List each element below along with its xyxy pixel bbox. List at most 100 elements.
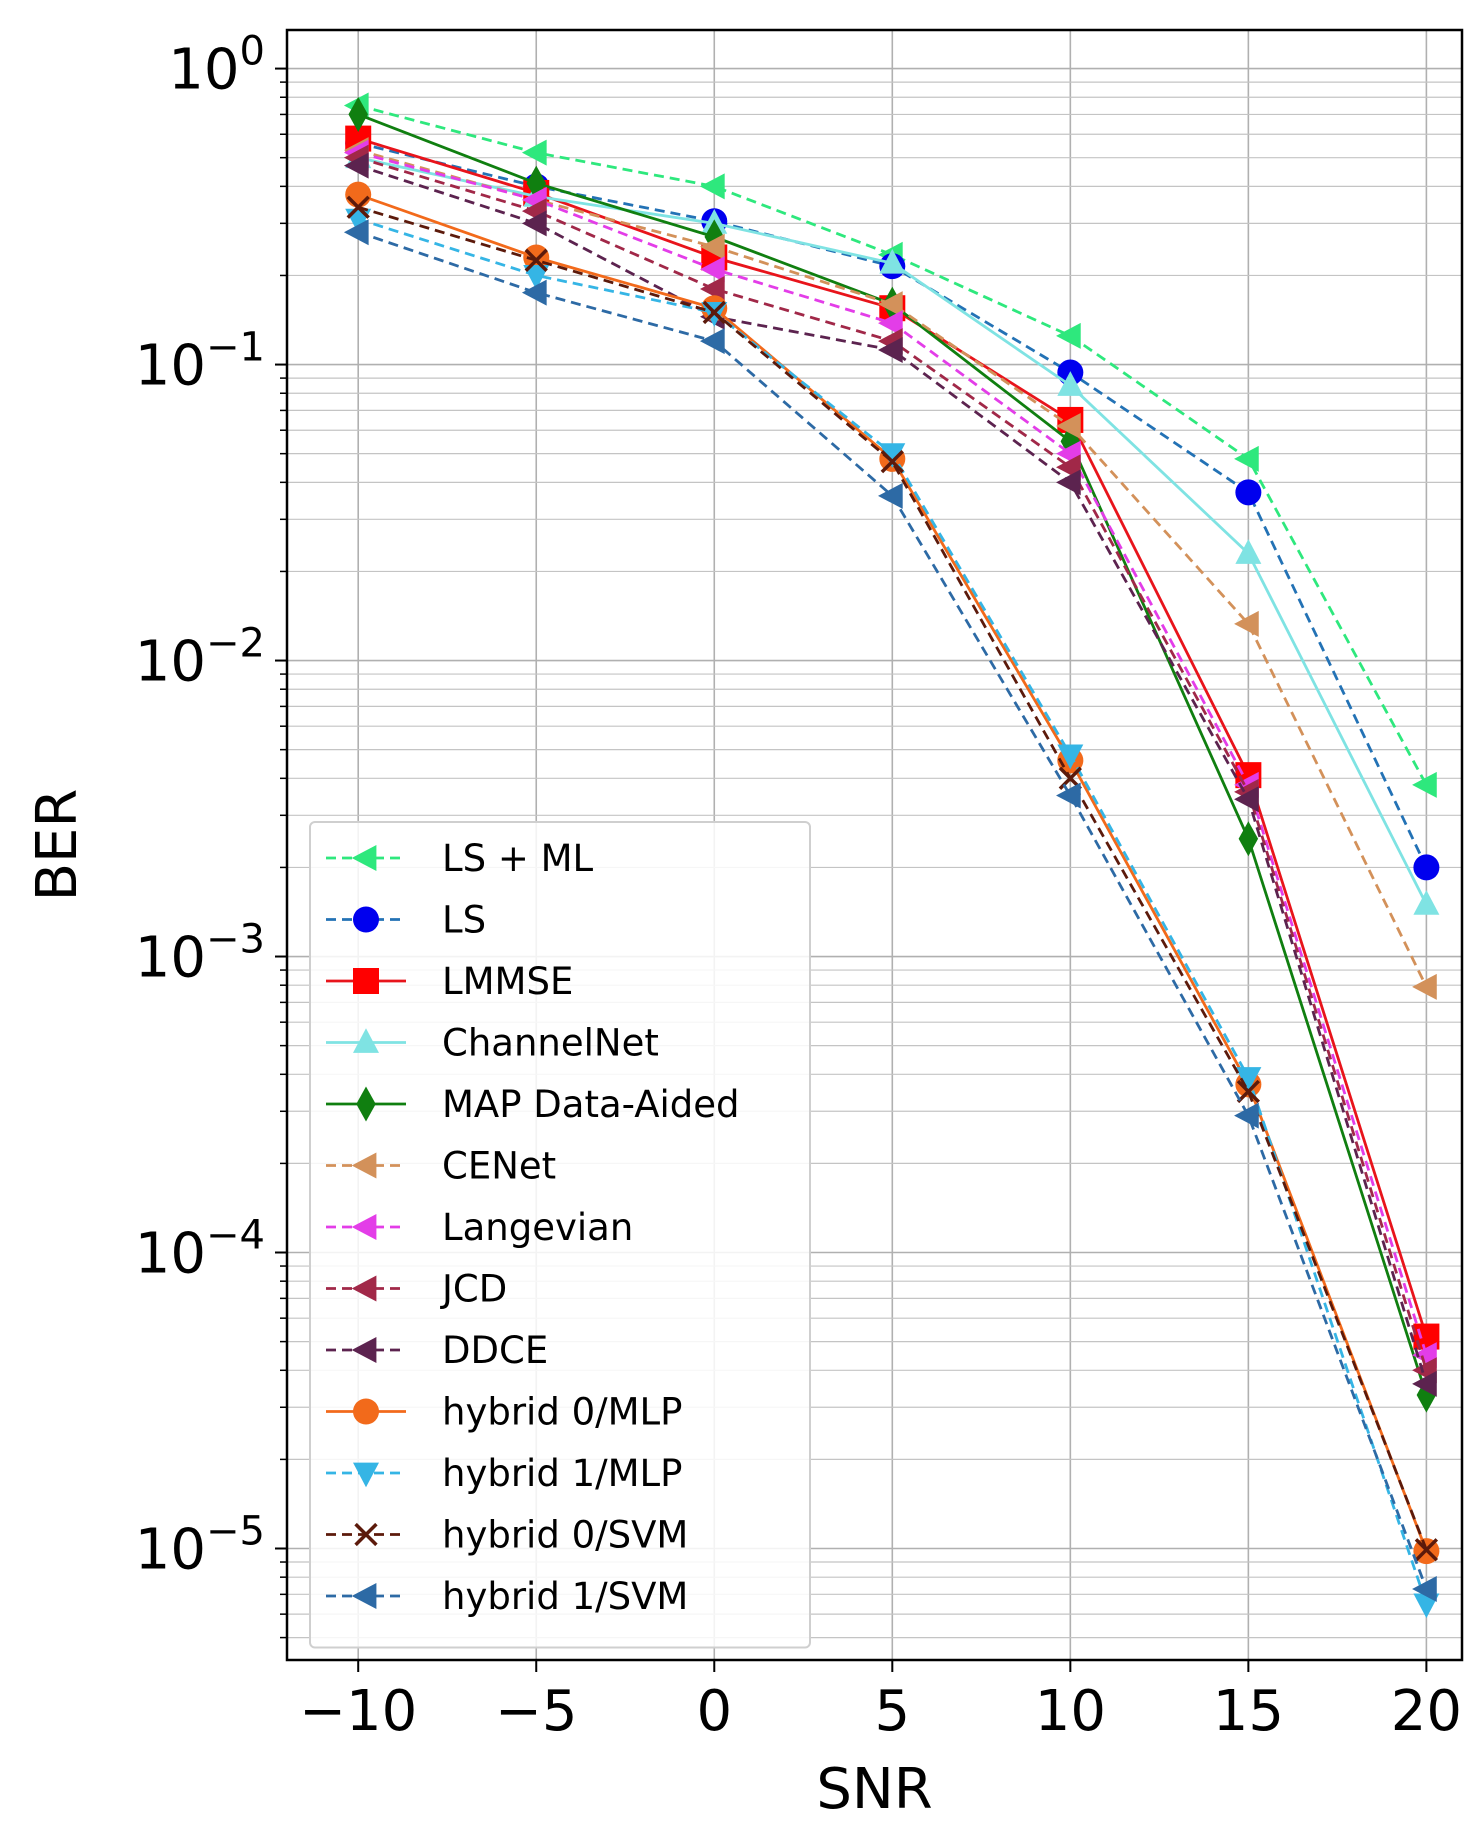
y-tick-base: 10 <box>168 38 239 103</box>
x-tick-label: −10 <box>299 1679 417 1744</box>
legend-item: DDCE <box>326 1329 548 1372</box>
series-ddce <box>343 152 1437 1397</box>
data-point <box>1234 1102 1259 1129</box>
legend-item: hybrid 0/MLP <box>326 1391 682 1434</box>
legend: LS + ML LS LMMSE ChannelNet MAP Data-Aided CE… <box>309 821 811 1649</box>
legend-marker <box>353 1462 379 1488</box>
x-tick-label: 15 <box>1213 1679 1284 1744</box>
data-point <box>1235 479 1262 506</box>
data-point <box>699 276 725 303</box>
legend-item: CENet <box>326 1145 556 1188</box>
legend-item: hybrid 1/SVM <box>326 1575 688 1618</box>
data-point <box>348 96 368 132</box>
data-point <box>1414 1538 1439 1562</box>
y-tick-exponent: −5 <box>206 1508 265 1554</box>
legend-label: JCD <box>440 1268 507 1311</box>
data-point <box>878 336 903 363</box>
y-tick-label: 10−4 <box>135 1213 265 1287</box>
data-point <box>1413 854 1440 881</box>
data-point <box>699 233 725 260</box>
legend-label: ChannelNet <box>442 1022 659 1065</box>
data-point <box>879 248 906 274</box>
data-point <box>523 265 550 290</box>
legend-marker <box>351 1152 377 1179</box>
legend-item: LS + ML <box>326 837 594 880</box>
legend-marker <box>351 1583 377 1609</box>
legend-label: LS <box>442 899 486 942</box>
y-tick-base: 10 <box>135 630 206 695</box>
y-tick-exponent: −2 <box>206 621 265 667</box>
y-tick-base: 10 <box>135 926 206 991</box>
data-point <box>526 165 546 201</box>
x-tick-label: −5 <box>495 1679 578 1744</box>
legend-marker <box>351 1337 377 1363</box>
legend-item: LMMSE <box>326 960 573 1003</box>
y-tick-base: 10 <box>135 334 206 399</box>
y-tick-exponent: −4 <box>206 1213 265 1259</box>
data-point <box>879 443 906 468</box>
plot-frame <box>285 28 1464 1662</box>
data-point <box>521 139 547 166</box>
y-tick-label: 10−3 <box>135 917 265 991</box>
legend-label: hybrid 0/SVM <box>442 1514 688 1557</box>
legend-item: ChannelNet <box>326 1022 659 1065</box>
data-point <box>699 173 725 200</box>
data-point <box>1238 821 1259 857</box>
data-point <box>346 195 370 219</box>
data-point <box>523 244 550 271</box>
data-point <box>521 279 547 306</box>
data-point <box>878 310 903 337</box>
y-tick-label: 100 <box>168 29 265 103</box>
legend-item: hybrid 0/SVM <box>326 1514 688 1557</box>
data-point <box>1234 445 1259 472</box>
data-point <box>1412 1575 1437 1602</box>
data-point <box>343 152 369 179</box>
data-point <box>878 482 903 509</box>
data-point <box>1056 782 1081 809</box>
data-point <box>880 449 904 474</box>
legend-label: Langevian <box>442 1206 633 1249</box>
legend-item: Langevian <box>326 1206 633 1249</box>
data-point <box>1413 890 1440 915</box>
data-point <box>1412 771 1437 798</box>
x-tick-label: 5 <box>874 1679 910 1744</box>
legend-marker <box>353 906 379 933</box>
data-point <box>1234 610 1259 637</box>
x-tick-label: 0 <box>696 1679 732 1744</box>
y-tick-exponent: 0 <box>240 29 265 75</box>
data-point <box>878 291 903 318</box>
x-axis-label: SNR <box>816 1757 932 1822</box>
legend-label: DDCE <box>442 1329 548 1372</box>
data-point <box>1412 973 1437 1000</box>
data-point <box>1235 539 1262 564</box>
legend-marker <box>356 1086 376 1122</box>
legend-item: JCD <box>326 1268 507 1311</box>
data-point <box>1056 322 1081 349</box>
y-axis-label: BER <box>25 789 90 902</box>
data-point <box>1056 413 1081 440</box>
y-tick-label: 10−1 <box>135 325 265 399</box>
series-hybrid-1-svm <box>343 219 1437 1602</box>
data-point <box>1235 1067 1262 1092</box>
x-tick-label: 10 <box>1035 1679 1106 1744</box>
data-point <box>1412 1370 1437 1397</box>
data-point <box>699 256 725 283</box>
legend-box <box>309 821 811 1649</box>
legend-label: hybrid 1/MLP <box>442 1452 682 1495</box>
legend-label: LS + ML <box>442 837 594 880</box>
series-hybrid-0-svm <box>346 195 1439 1562</box>
legend-marker <box>353 968 379 994</box>
y-tick-label: 10−2 <box>135 621 265 695</box>
y-tick-label: 10−5 <box>135 1508 265 1582</box>
legend-label: LMMSE <box>442 960 573 1003</box>
series-layer <box>343 92 1440 1619</box>
data-point <box>521 210 547 237</box>
data-point <box>343 219 369 246</box>
data-point <box>1057 371 1084 396</box>
data-point <box>1236 1079 1260 1104</box>
data-point <box>1234 786 1259 813</box>
y-tick-base: 10 <box>135 1517 206 1582</box>
legend-marker <box>353 1398 379 1425</box>
